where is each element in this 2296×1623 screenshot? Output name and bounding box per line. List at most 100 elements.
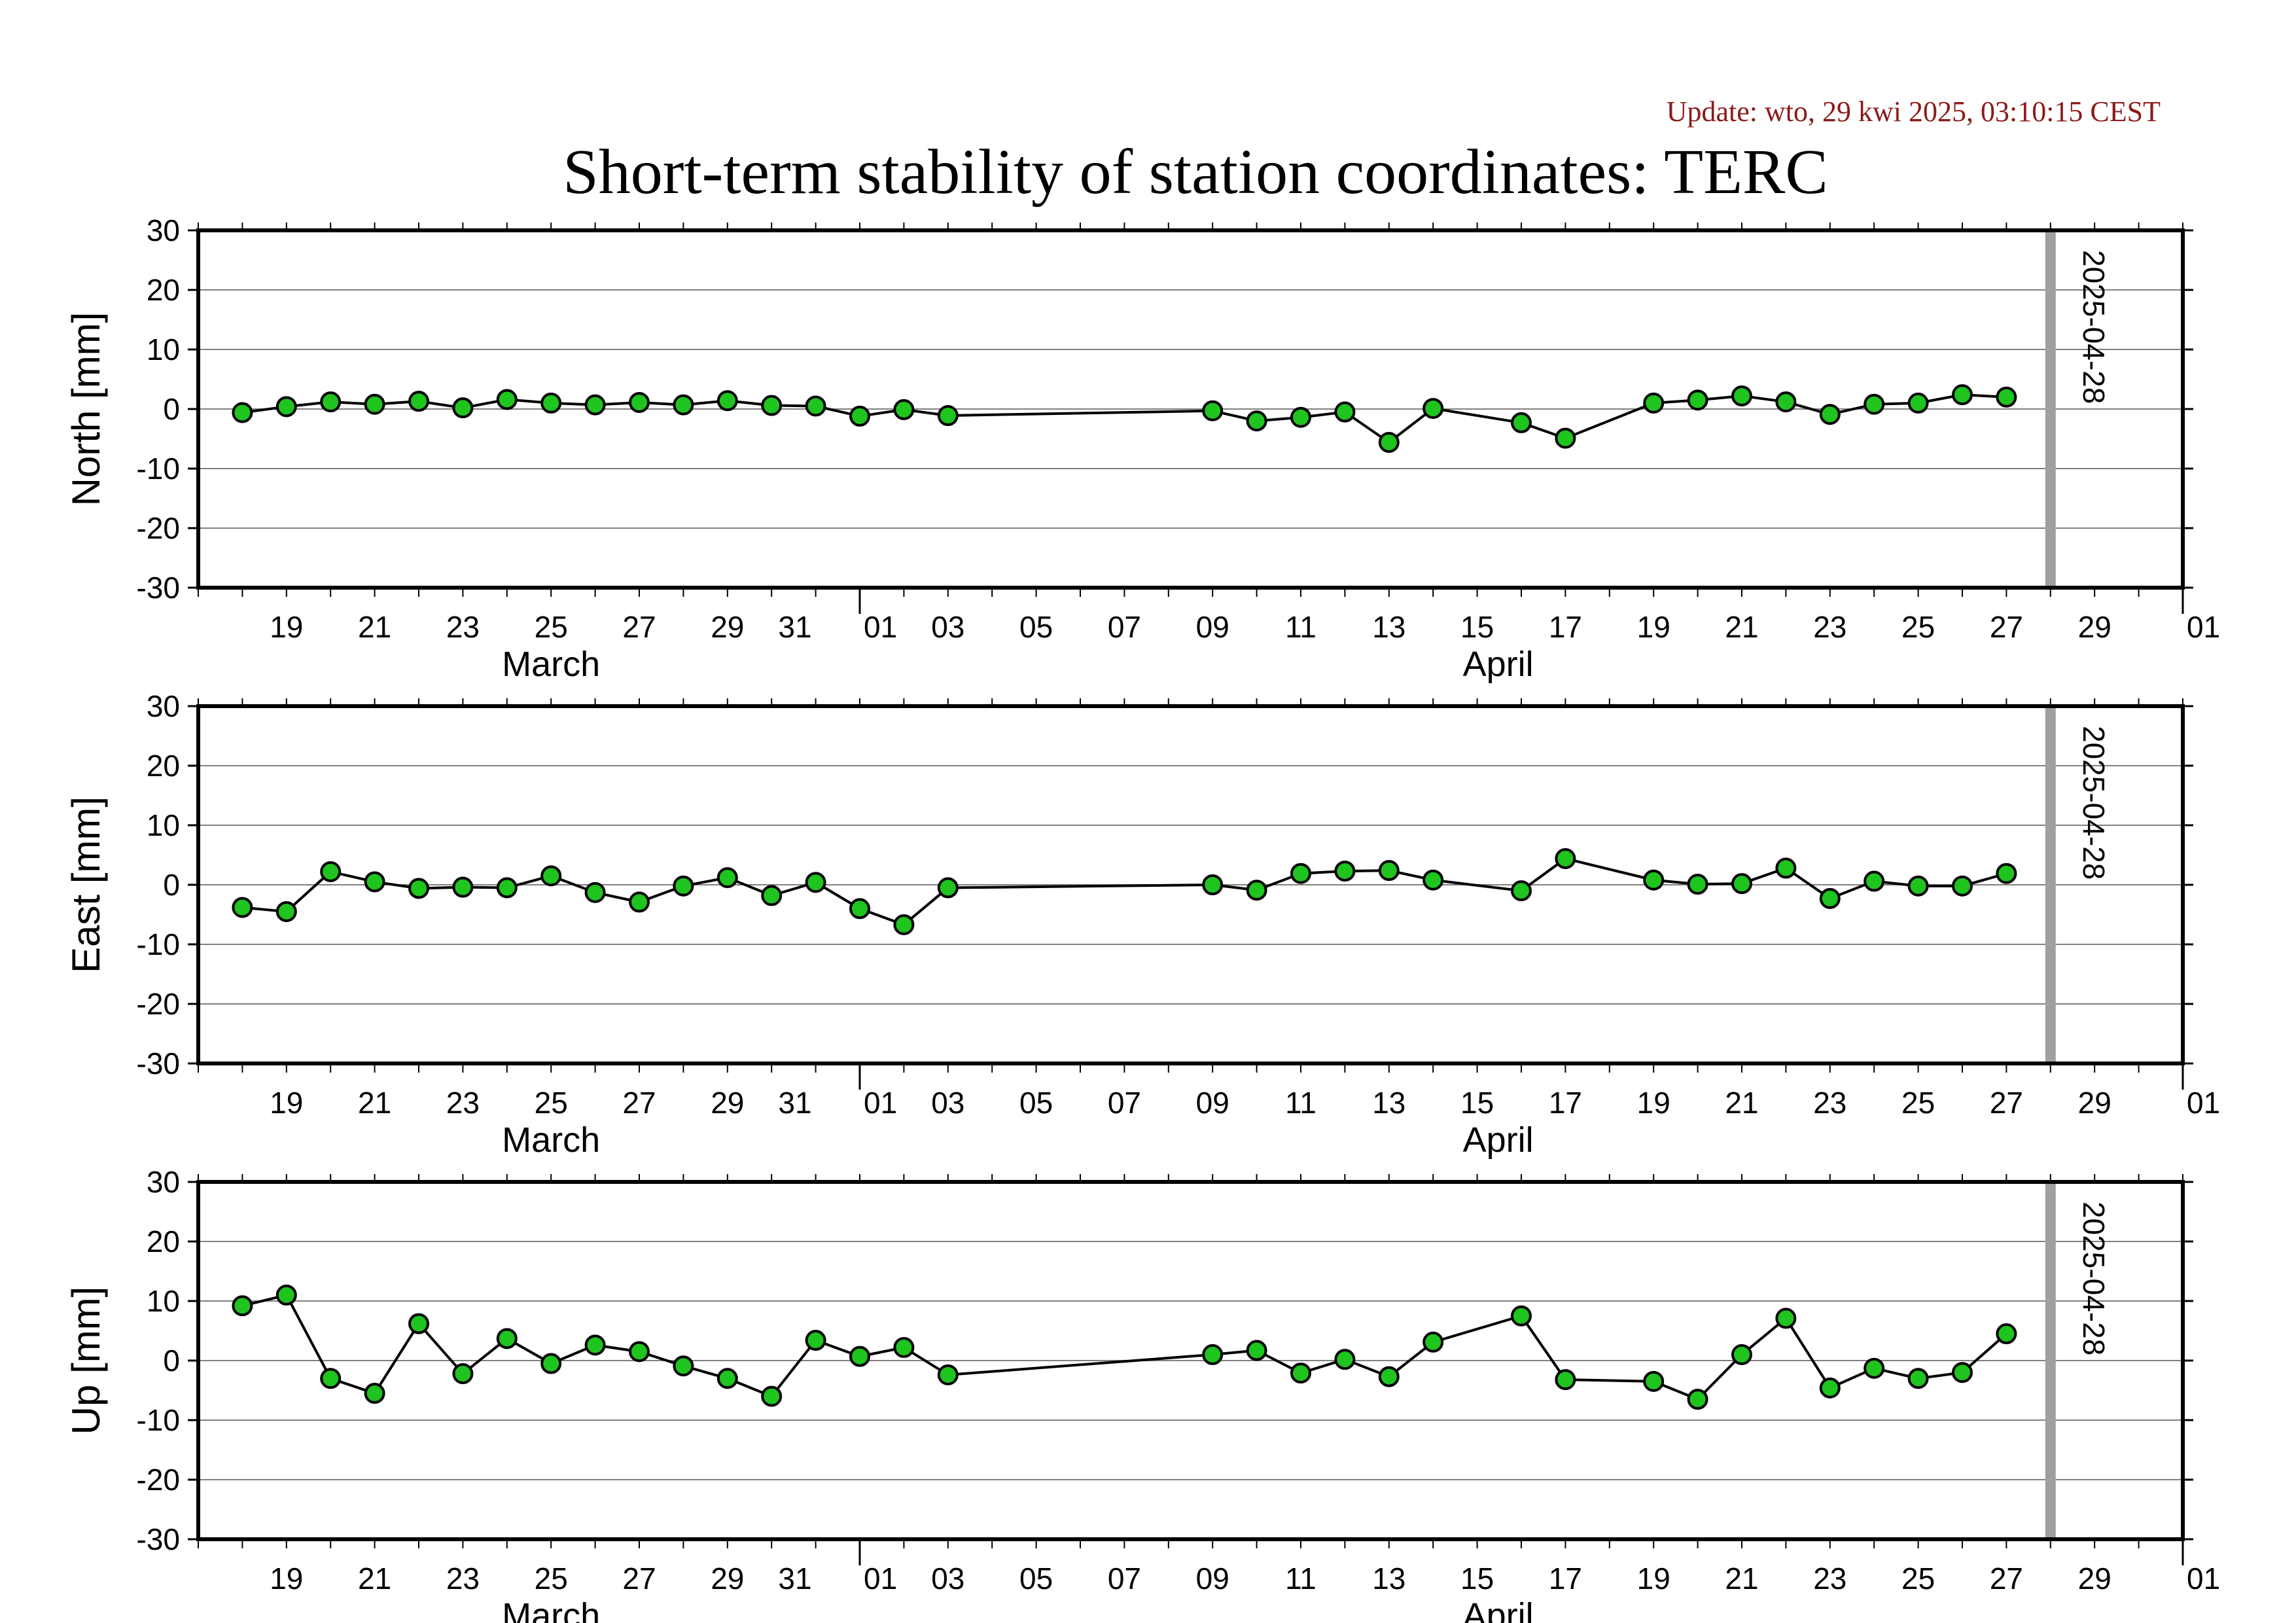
data-point <box>320 1368 342 1389</box>
y-tick-label: 20 <box>147 273 180 307</box>
x-tick-label: 13 <box>1372 1086 1405 1120</box>
data-point <box>1819 404 1841 425</box>
x-tick-label: 01 <box>864 1561 897 1596</box>
x-tick-label: 27 <box>622 1086 656 1120</box>
data-point <box>320 391 342 413</box>
data-point <box>1952 384 1973 406</box>
data-point <box>761 885 783 906</box>
x-tick-label: 03 <box>931 1086 964 1120</box>
y-axis-label: East [mm] <box>64 796 108 973</box>
data-point <box>1246 880 1267 901</box>
series-line <box>242 393 2007 444</box>
data-point <box>1290 1363 1311 1384</box>
x-tick-label: 19 <box>270 610 303 644</box>
data-point <box>629 1341 650 1363</box>
x-tick-label: 25 <box>1901 610 1935 644</box>
x-tick-label: 23 <box>446 1561 480 1596</box>
x-tick-label: 21 <box>1725 1561 1758 1596</box>
x-tick-label: 19 <box>1637 1561 1670 1596</box>
y-tick-label: 0 <box>163 1344 180 1378</box>
y-tick-label: -10 <box>137 452 180 486</box>
x-tick-label: 23 <box>1813 610 1846 644</box>
data-point <box>1246 1340 1267 1361</box>
data-point <box>1202 400 1224 421</box>
x-tick-label: 01 <box>2187 1561 2220 1596</box>
data-point <box>893 1336 915 1358</box>
x-month-label-april: April <box>1463 1120 1534 1160</box>
x-tick-label: 09 <box>1196 1086 1229 1120</box>
y-tick-label: 30 <box>147 213 180 247</box>
data-point <box>937 1364 959 1385</box>
chart-panel-1: 2025-04-28 30 20 10 0 -10 -20 -30 North [mm] 19 21… <box>64 213 2220 684</box>
data-point <box>805 872 826 893</box>
data-point <box>540 865 562 887</box>
y-tick-label: -30 <box>137 571 180 605</box>
data-point <box>673 394 694 416</box>
update-timestamp: Update: wto, 29 kwi 2025, 03:10:15 CEST <box>1667 96 2161 128</box>
x-tick-label: 07 <box>1108 1561 1141 1596</box>
data-point <box>1731 385 1752 406</box>
data-point <box>232 1295 253 1317</box>
x-tick-label: 07 <box>1108 610 1141 644</box>
data-point <box>364 393 385 415</box>
x-tick-label: 11 <box>1285 610 1316 644</box>
x-tick-label: 29 <box>711 610 744 644</box>
data-point <box>408 391 429 412</box>
x-tick-label: 17 <box>1549 610 1582 644</box>
data-point <box>673 875 694 897</box>
data-point <box>1952 1362 1973 1383</box>
date-marker-label: 2025-04-28 <box>2077 726 2111 880</box>
data-point <box>1378 431 1400 453</box>
data-point <box>364 871 385 893</box>
y-tick-label: -20 <box>137 511 180 545</box>
data-point <box>1511 1305 1532 1327</box>
data-point <box>893 914 915 935</box>
data-point <box>1819 1377 1841 1399</box>
data-point <box>629 391 650 413</box>
data-point <box>1819 887 1841 909</box>
data-point <box>849 405 870 427</box>
chart-panel-2: 2025-04-28 30 20 10 0 -10 -20 -30 East [mm] 19 21 2… <box>64 689 2220 1160</box>
data-point <box>1731 1344 1752 1365</box>
data-point <box>496 389 518 410</box>
data-point <box>1996 863 2017 884</box>
data-point <box>1555 847 1576 869</box>
x-tick-label: 29 <box>2078 610 2111 644</box>
x-tick-label: 21 <box>358 1561 391 1596</box>
x-tick-label: 25 <box>1901 1561 1935 1596</box>
data-point <box>1643 392 1665 414</box>
data-point <box>1290 406 1311 428</box>
data-point <box>275 1284 297 1306</box>
data-point <box>716 390 738 412</box>
x-tick-label: 25 <box>535 1561 568 1596</box>
data-point <box>584 1334 606 1356</box>
x-tick-label: 03 <box>931 1561 964 1596</box>
data-point <box>232 897 253 918</box>
data-point <box>1422 398 1444 419</box>
data-point <box>1334 1349 1356 1370</box>
data-point <box>937 877 959 899</box>
data-point <box>1775 1308 1797 1329</box>
data-point <box>1511 412 1532 433</box>
data-point <box>275 901 297 922</box>
x-tick-label: 13 <box>1372 1561 1405 1596</box>
data-point <box>1731 873 1752 895</box>
x-tick-label: 05 <box>1019 1086 1053 1120</box>
x-tick-label: 21 <box>1725 1086 1758 1120</box>
y-tick-label: 10 <box>147 332 180 366</box>
chart-title: Short-term stability of station coordina… <box>563 137 1828 207</box>
x-tick-label: 27 <box>1990 1086 2023 1120</box>
data-point <box>1907 392 1929 414</box>
series-line <box>242 857 2007 927</box>
x-tick-label: 21 <box>358 1086 391 1120</box>
y-axis-label: North [mm] <box>64 312 108 507</box>
data-point <box>1863 1357 1885 1379</box>
data-point <box>1334 861 1356 882</box>
data-point <box>761 395 783 416</box>
y-tick-label: -10 <box>137 927 180 961</box>
x-tick-label: 29 <box>711 1561 744 1596</box>
y-axis-label: Up [mm] <box>64 1287 108 1435</box>
x-month-label-march: March <box>502 645 600 684</box>
x-tick-label: 11 <box>1285 1561 1316 1596</box>
data-point <box>1422 869 1444 891</box>
